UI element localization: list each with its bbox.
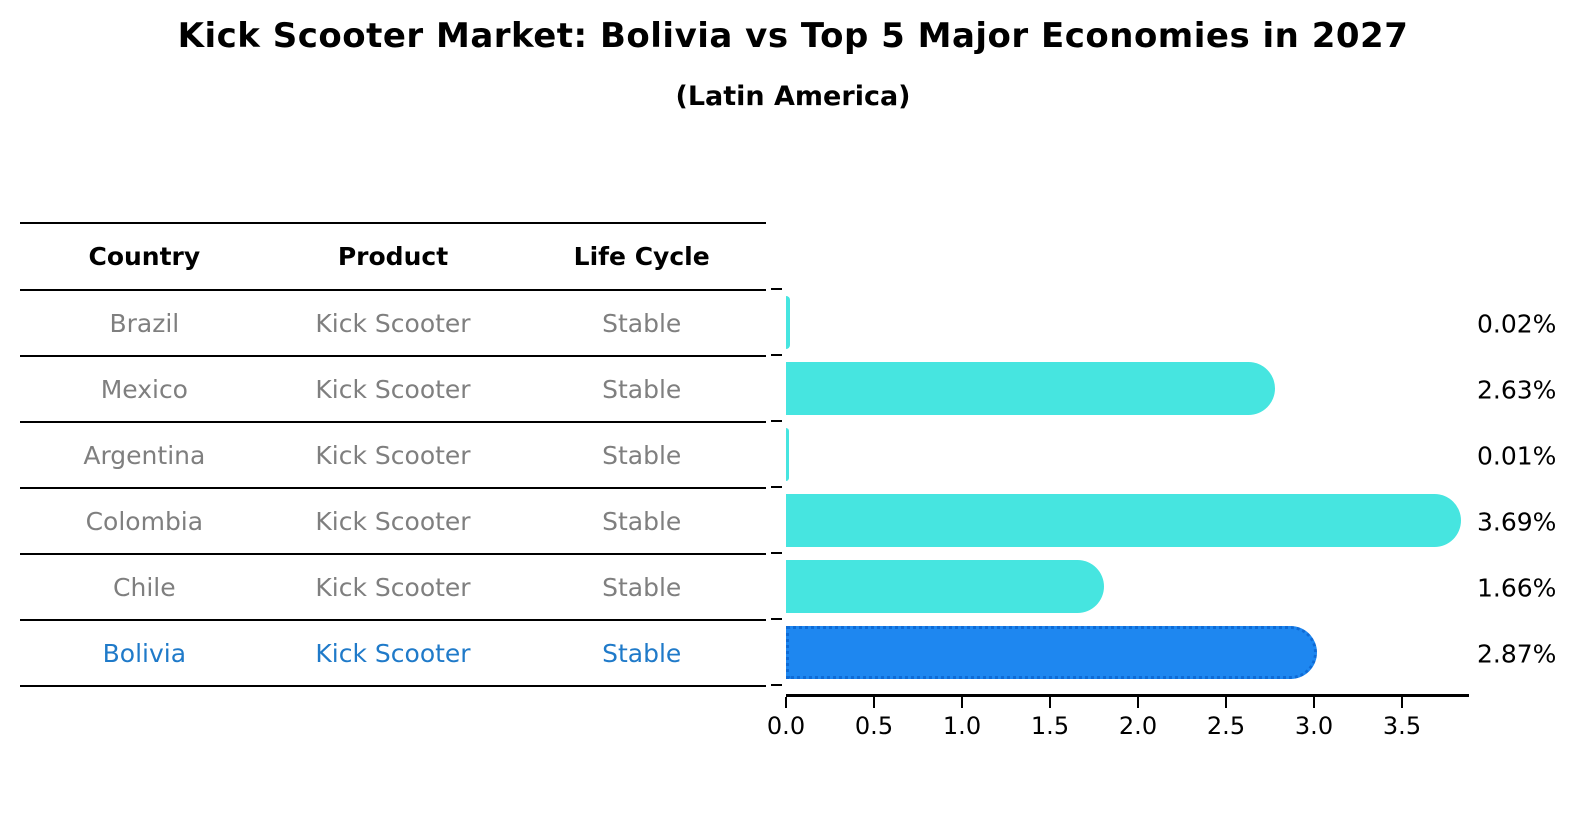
x-tick-mark-3.0: [1313, 697, 1315, 708]
x-tick-label-3.5: 3.5: [1382, 712, 1422, 740]
chart-title: Kick Scooter Market: Bolivia vs Top 5 Ma…: [177, 16, 1409, 56]
table-row-bolivia: Bolivia Kick Scooter Stable: [20, 621, 766, 687]
cell-life-cycle: Stable: [602, 374, 682, 404]
bar-mexico: [786, 361, 1275, 415]
table-row-chile: Chile Kick Scooter Stable: [20, 555, 766, 621]
y-tick-mark: [771, 684, 782, 686]
chart-subtitle: (Latin America): [675, 81, 911, 112]
value-label-chile: 1.66%: [1477, 573, 1557, 603]
x-tick-mark-0.5: [873, 697, 875, 708]
bar-chile: [786, 559, 1105, 613]
table-row-mexico: Mexico Kick Scooter Stable: [20, 357, 766, 423]
cell-country: Chile: [113, 572, 176, 602]
table-header-product: Product: [337, 242, 449, 271]
cell-product: Kick Scooter: [315, 638, 471, 668]
x-tick-label-0.0: 0.0: [766, 712, 806, 740]
value-label-mexico: 2.63%: [1477, 375, 1557, 405]
y-tick-mark: [771, 288, 782, 290]
value-label-argentina: 0.01%: [1477, 441, 1557, 471]
cell-life-cycle: Stable: [602, 506, 682, 536]
table-row-colombia: Colombia Kick Scooter Stable: [20, 489, 766, 555]
x-tick-label-1.0: 1.0: [942, 712, 982, 740]
bar-argentina: [786, 427, 789, 481]
cell-life-cycle: Stable: [602, 638, 682, 668]
y-tick-mark: [771, 552, 782, 554]
table-header-country: Country: [88, 242, 201, 271]
cell-life-cycle: Stable: [602, 308, 682, 338]
cell-product: Kick Scooter: [315, 440, 471, 470]
table-header-row: Country Product Life Cycle: [20, 224, 766, 291]
x-tick-mark-1.5: [1049, 697, 1051, 708]
x-tick-label-0.5: 0.5: [854, 712, 894, 740]
cell-country: Mexico: [100, 374, 188, 404]
x-tick-label-3.0: 3.0: [1294, 712, 1334, 740]
x-tick-label-2.5: 2.5: [1206, 712, 1246, 740]
table-header-life-cycle: Life Cycle: [573, 242, 710, 271]
value-label-colombia: 3.69%: [1477, 507, 1557, 537]
bar-bolivia: [786, 625, 1318, 679]
y-tick-mark: [771, 618, 782, 620]
x-tick-mark-1.0: [961, 697, 963, 708]
cell-country: Argentina: [83, 440, 206, 470]
table-row-argentina: Argentina Kick Scooter Stable: [20, 423, 766, 489]
x-tick-mark-2.5: [1225, 697, 1227, 708]
x-axis-line: [786, 694, 1469, 697]
cell-life-cycle: Stable: [602, 440, 682, 470]
cell-product: Kick Scooter: [315, 308, 471, 338]
x-tick-label-2.0: 2.0: [1118, 712, 1158, 740]
country-table: Country Product Life Cycle Brazil Kick Scoo…: [20, 222, 766, 687]
cell-product: Kick Scooter: [315, 506, 471, 536]
table-row-brazil: Brazil Kick Scooter Stable: [20, 291, 766, 357]
cell-country: Brazil: [109, 308, 180, 338]
x-tick-mark-2.0: [1137, 697, 1139, 708]
x-tick-mark-0.0: [785, 697, 787, 708]
value-label-brazil: 0.02%: [1477, 309, 1557, 339]
bar-colombia: [786, 493, 1462, 547]
y-tick-mark: [771, 354, 782, 356]
cell-country: Bolivia: [102, 638, 187, 668]
cell-country: Colombia: [85, 506, 204, 536]
cell-product: Kick Scooter: [315, 572, 471, 602]
y-tick-mark: [771, 420, 782, 422]
cell-product: Kick Scooter: [315, 374, 471, 404]
cell-life-cycle: Stable: [602, 572, 682, 602]
x-tick-mark-3.5: [1401, 697, 1403, 708]
bar-brazil: [786, 295, 790, 349]
value-label-bolivia: 2.87%: [1477, 639, 1557, 669]
y-tick-mark: [771, 486, 782, 488]
x-tick-label-1.5: 1.5: [1030, 712, 1070, 740]
